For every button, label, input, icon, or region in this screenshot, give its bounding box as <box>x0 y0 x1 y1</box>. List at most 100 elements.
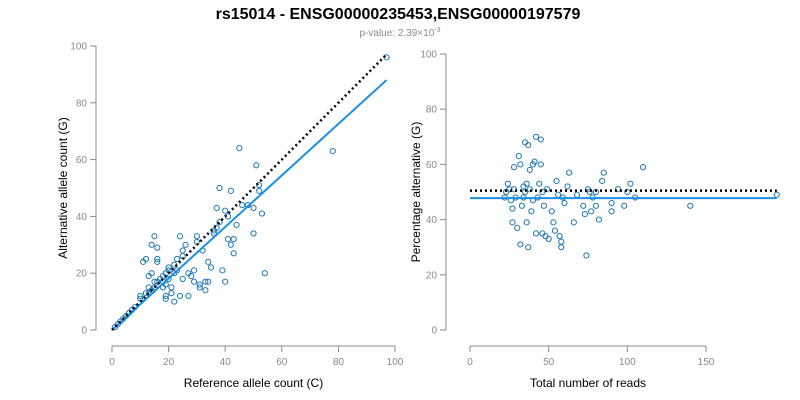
data-point <box>185 292 192 300</box>
data-point <box>627 180 634 187</box>
allele-count-scatter-panel: 0 20 40 60 80 100 Reference allele count (C) 0 2… <box>56 42 404 391</box>
data-point <box>539 188 546 196</box>
data-point <box>509 205 516 212</box>
data-point <box>222 278 229 285</box>
data-point <box>517 241 524 248</box>
data-point <box>621 202 628 209</box>
data-point <box>531 158 538 165</box>
y-tick-label: 40 <box>426 215 438 226</box>
data-point <box>137 292 144 300</box>
data-point <box>595 216 603 223</box>
data-point <box>250 230 257 237</box>
data-point <box>154 244 161 251</box>
data-point <box>608 199 615 207</box>
data-point <box>227 241 234 248</box>
data-point <box>258 210 266 217</box>
data-point <box>558 244 565 251</box>
data-point <box>216 184 223 192</box>
y-tick-label: 20 <box>76 269 88 280</box>
data-point <box>551 227 559 234</box>
data-point <box>205 278 212 285</box>
data-point <box>142 255 150 263</box>
data-point <box>233 221 240 229</box>
p-value-exponent: -3 <box>434 27 440 34</box>
data-point <box>171 261 178 268</box>
data-point <box>173 255 181 263</box>
y-tick-label: 40 <box>76 212 88 223</box>
data-points <box>501 133 780 259</box>
reference-line <box>111 53 388 331</box>
data-point <box>253 162 260 169</box>
data-point <box>510 186 518 193</box>
data-point <box>543 186 551 193</box>
data-point <box>514 224 521 231</box>
fit-line <box>111 79 388 331</box>
data-point <box>213 224 220 231</box>
data-point <box>525 141 532 149</box>
data-point <box>188 272 195 280</box>
data-point <box>639 164 647 171</box>
data-point <box>592 202 599 209</box>
data-point <box>190 278 198 285</box>
data-point <box>162 292 169 300</box>
data-point <box>179 247 186 254</box>
y-axis: 0 20 40 60 80 100 Percentage alternative (G) <box>409 50 447 337</box>
data-point <box>566 169 573 176</box>
data-point <box>570 219 577 226</box>
data-point <box>558 238 565 245</box>
data-point <box>250 204 257 211</box>
data-point <box>171 298 178 305</box>
data-point <box>532 133 540 140</box>
y-tick-label: 80 <box>76 98 88 109</box>
data-point <box>532 230 540 237</box>
x-tick-label: 40 <box>220 357 232 368</box>
data-point <box>196 284 203 291</box>
data-point <box>176 292 184 300</box>
data-point <box>526 166 533 174</box>
data-point <box>256 187 263 194</box>
data-point <box>176 233 184 240</box>
data-point <box>586 188 593 196</box>
x-tick-label: 100 <box>387 357 404 368</box>
data-point <box>256 182 263 189</box>
data-point <box>517 161 524 168</box>
data-point <box>236 145 243 152</box>
data-point <box>580 202 587 209</box>
x-tick-label: 100 <box>619 357 636 368</box>
data-point <box>528 208 535 215</box>
data-point <box>687 202 694 209</box>
y-tick-label: 0 <box>81 326 87 337</box>
x-tick-label: 0 <box>109 357 115 368</box>
data-point <box>182 241 189 248</box>
data-point <box>165 264 172 271</box>
data-point <box>230 236 237 243</box>
data-point <box>548 208 555 215</box>
x-tick-label: 20 <box>163 357 175 368</box>
data-point <box>525 244 532 251</box>
data-point <box>202 287 209 294</box>
x-tick-label: 150 <box>698 357 715 368</box>
x-tick-label: 50 <box>543 357 555 368</box>
data-point <box>154 255 161 263</box>
data-point <box>624 188 631 196</box>
data-point <box>540 202 548 209</box>
x-axis: 0 50 100 150 Total number of reads <box>467 345 715 390</box>
data-point <box>504 180 511 187</box>
y-axis: 0 20 40 60 80 100 Alternative allele count (G) <box>56 42 97 337</box>
data-point <box>588 208 595 215</box>
data-point <box>196 281 203 288</box>
data-point <box>550 219 557 226</box>
data-point <box>162 295 169 302</box>
y-tick-label: 20 <box>426 270 438 281</box>
data-point <box>556 233 563 240</box>
data-point <box>537 161 544 168</box>
data-point <box>148 241 155 248</box>
data-point <box>773 191 780 198</box>
data-point <box>151 284 158 291</box>
data-point <box>230 250 237 257</box>
percentage-alternative-scatter-panel: 0 50 100 150 Total number of reads 0 20 40 60 80 1… <box>409 50 780 390</box>
data-point <box>600 169 607 176</box>
x-tick-label: 0 <box>467 357 473 368</box>
y-tick-label: 100 <box>420 50 437 61</box>
